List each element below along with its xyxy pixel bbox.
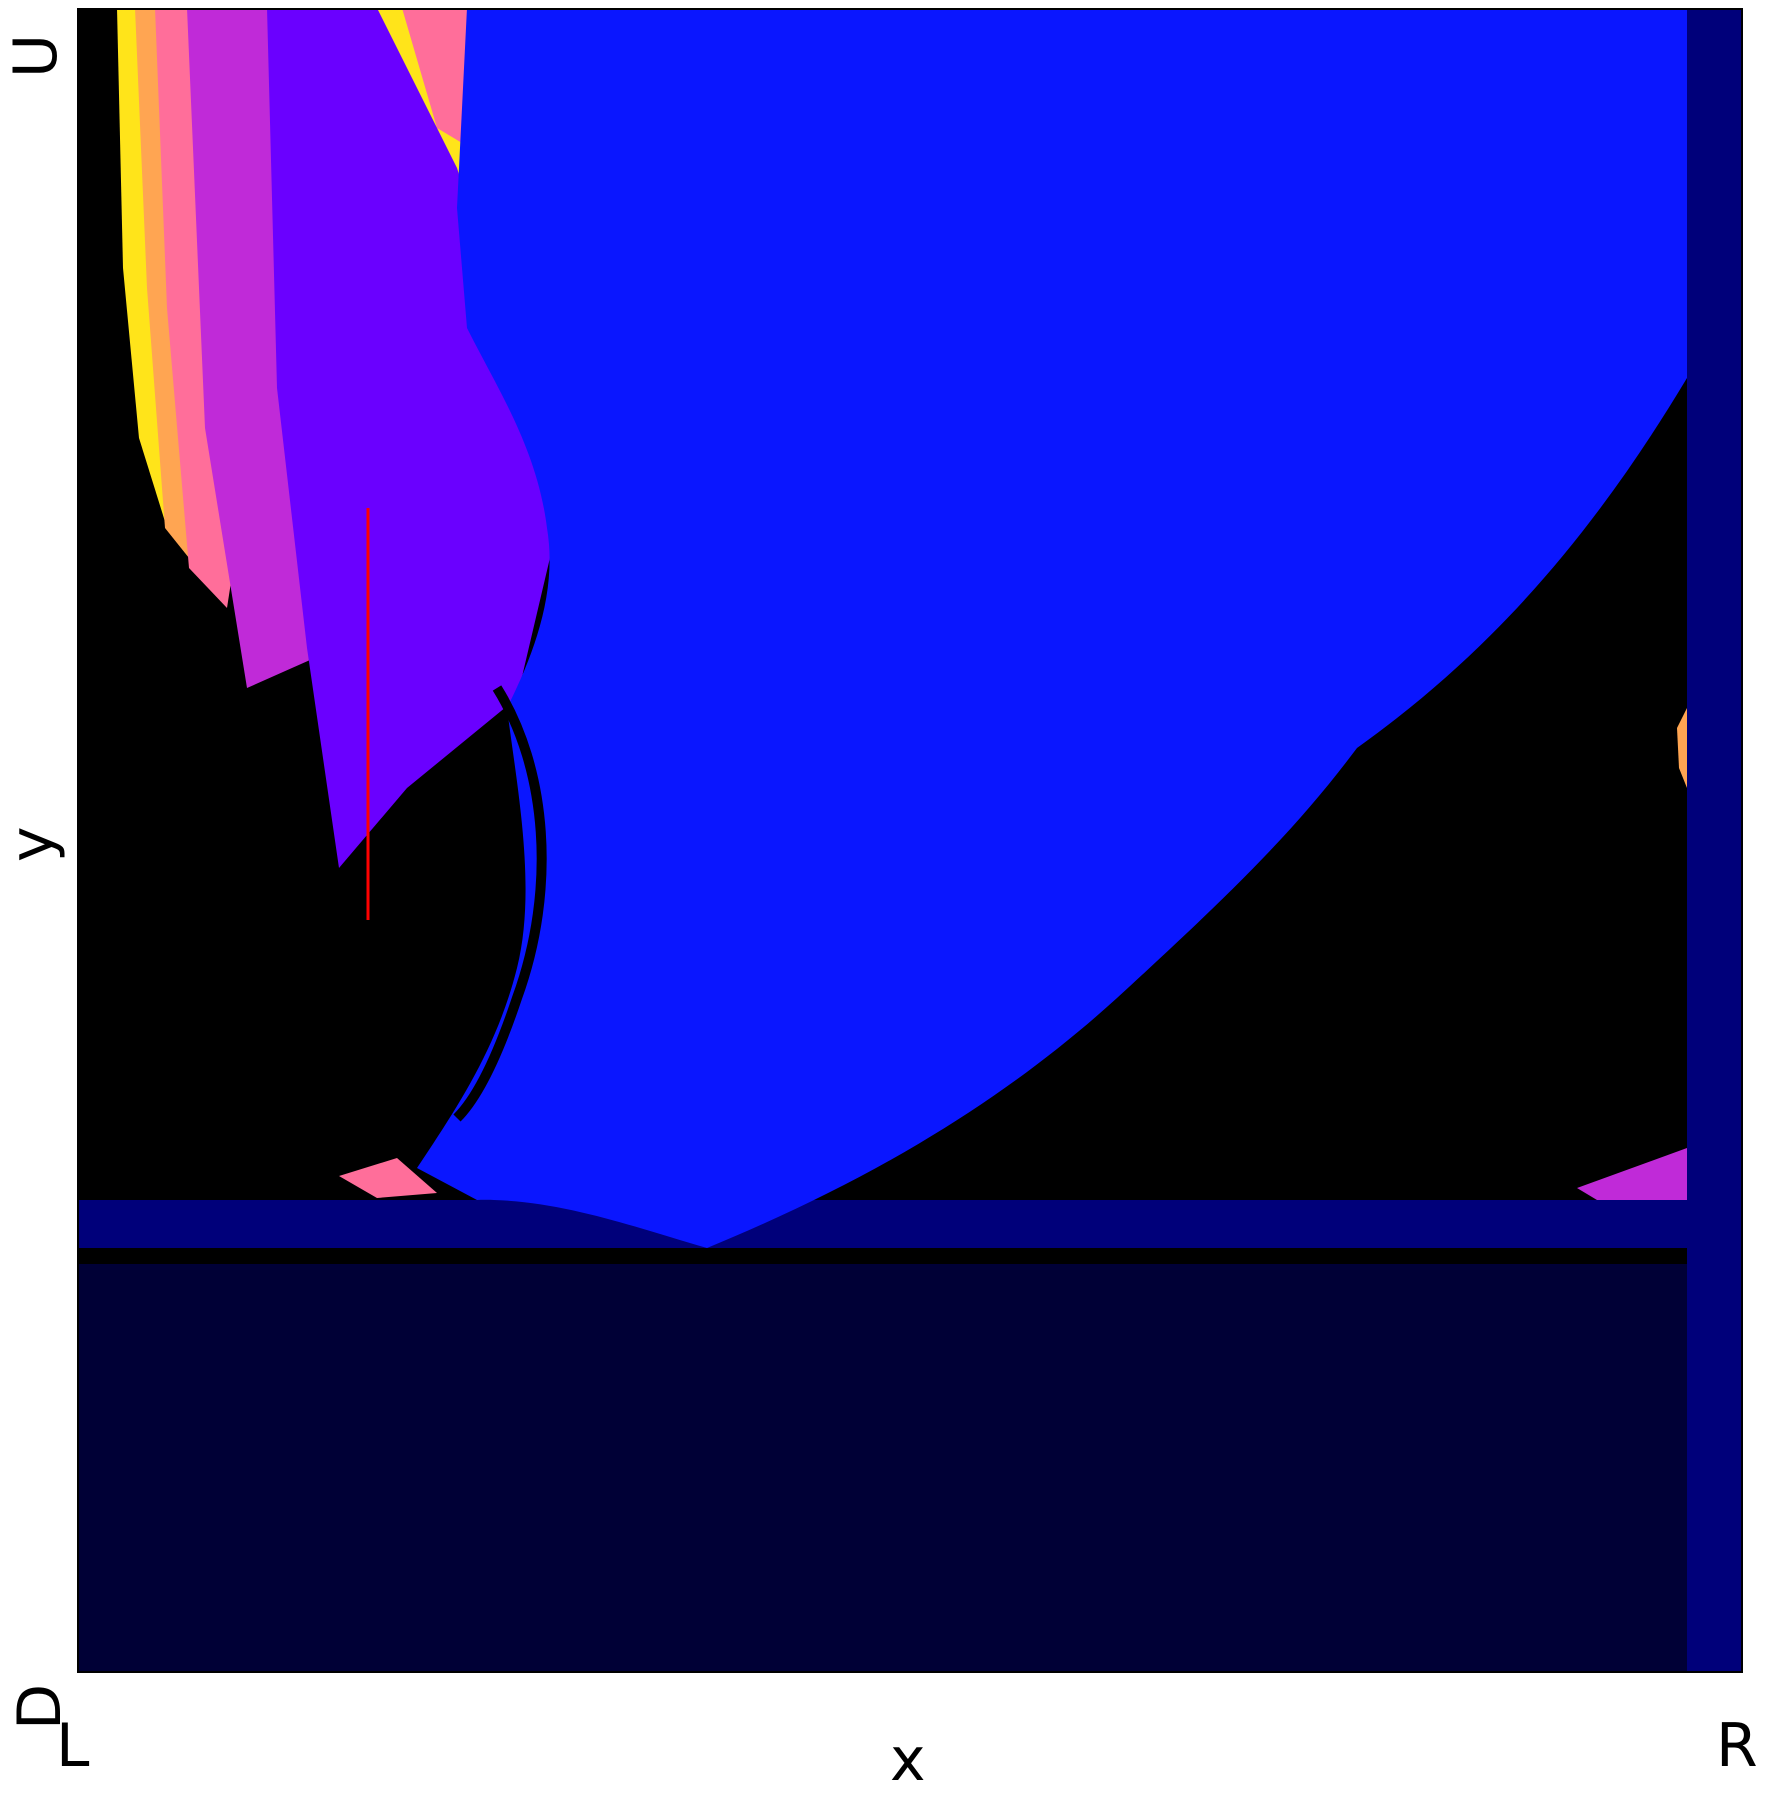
region-large-blue (417, 8, 1687, 1248)
plume-violet (267, 8, 557, 868)
x-end-label-right: R (1716, 1711, 1758, 1781)
y-end-label-top: U (1, 34, 71, 78)
region-bottom (77, 1200, 1743, 1673)
y-axis-label: y (0, 826, 67, 862)
fringe-bottom-left (339, 1158, 437, 1198)
heatmap-canvas (77, 8, 1743, 1673)
x-axis-label: x (890, 1725, 926, 1795)
arc-line (453, 685, 547, 1122)
x-end-label-left: L (56, 1711, 90, 1781)
fringe-right (1677, 708, 1687, 788)
region-band-gap (77, 1248, 1687, 1264)
region-band-horizontal (77, 1200, 1687, 1248)
plot-area (77, 8, 1743, 1673)
plot-frame (77, 8, 1743, 1673)
fringe-bottom-right (1577, 1148, 1687, 1200)
region-band-vertical (1687, 8, 1743, 1673)
